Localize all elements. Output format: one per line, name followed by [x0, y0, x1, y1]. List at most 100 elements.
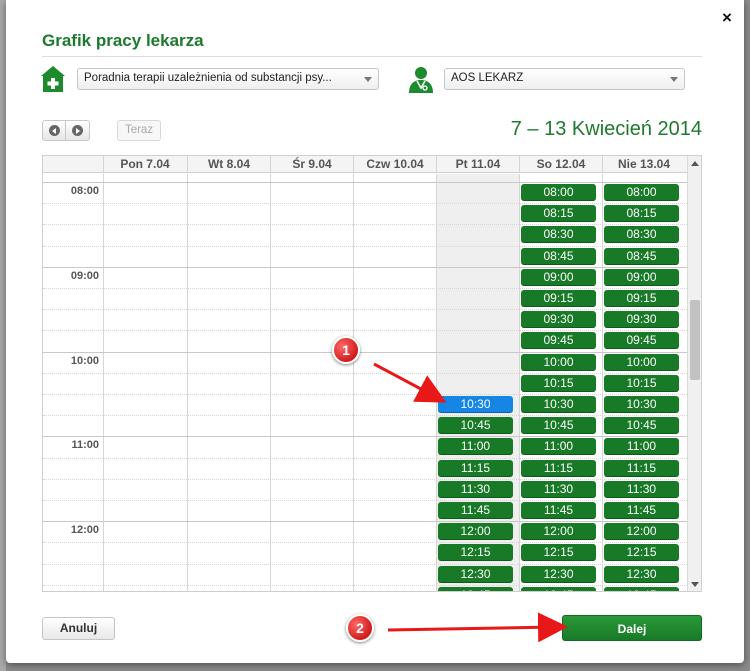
cancel-button[interactable]: Anuluj — [42, 617, 115, 640]
background-page — [0, 0, 6, 671]
time-slot[interactable]: 12:00 — [438, 523, 513, 541]
slot-divider — [43, 457, 687, 459]
hour-divider — [43, 182, 687, 183]
time-slot[interactable]: 08:30 — [521, 226, 596, 244]
time-slot[interactable]: 09:45 — [521, 332, 596, 350]
time-slot[interactable]: 11:30 — [438, 480, 513, 498]
time-slot[interactable]: 10:15 — [604, 374, 679, 392]
selected-time-slot[interactable]: 10:30 — [438, 396, 513, 413]
time-slot[interactable]: 08:30 — [604, 226, 679, 244]
time-slot[interactable]: 09:30 — [604, 311, 679, 329]
today-button[interactable]: Teraz — [117, 120, 161, 141]
time-slot[interactable]: 12:00 — [604, 523, 679, 541]
slot-divider — [43, 372, 687, 374]
slot-divider — [43, 309, 687, 311]
time-slot[interactable]: 12:45 — [521, 586, 596, 591]
arrow-1 — [373, 362, 447, 403]
time-slot[interactable]: 11:45 — [604, 502, 679, 519]
annotation-marker-2: 2 — [346, 614, 374, 642]
slot-divider — [43, 584, 687, 586]
time-slot[interactable]: 11:30 — [521, 480, 596, 498]
day-header: Czw 10.04 — [353, 156, 436, 173]
time-slot[interactable]: 09:00 — [521, 268, 596, 286]
time-slot[interactable]: 10:15 — [521, 374, 596, 392]
scrollbar-thumb[interactable] — [690, 300, 700, 380]
time-slot[interactable]: 12:45 — [604, 586, 679, 591]
time-slot[interactable]: 10:00 — [521, 353, 596, 371]
day-header: So 12.04 — [519, 156, 602, 173]
time-slot[interactable]: 09:30 — [521, 311, 596, 329]
time-slot[interactable]: 09:15 — [521, 290, 596, 307]
calendar-header: Pon 7.04 Wt 8.04 Śr 9.04 Czw 10.04 Pt 11.04 S… — [43, 156, 687, 173]
time-slot[interactable]: 12:15 — [438, 544, 513, 562]
time-slot[interactable]: 12:30 — [521, 565, 596, 583]
column-divider — [270, 174, 271, 591]
time-slot[interactable]: 09:00 — [604, 268, 679, 286]
day-header: Śr 9.04 — [270, 156, 353, 173]
time-slot[interactable]: 11:00 — [438, 438, 513, 456]
time-slot[interactable]: 12:30 — [438, 565, 513, 583]
column-divider — [353, 174, 354, 591]
previous-week-button[interactable] — [42, 120, 66, 141]
doctor-select[interactable]: AOS LEKARZ — [444, 68, 685, 90]
hour-label: 09:00 — [70, 269, 99, 282]
time-slot[interactable]: 10:45 — [521, 417, 596, 435]
close-icon[interactable]: × — [722, 8, 732, 27]
time-slot[interactable]: 11:00 — [521, 438, 596, 456]
time-slot[interactable]: 12:15 — [604, 544, 679, 562]
calendar-scrollbar[interactable] — [687, 156, 701, 591]
time-slot[interactable]: 08:45 — [604, 247, 679, 265]
clinic-select-value: Poradnia terapii uzależnienia od substan… — [84, 72, 332, 84]
time-slot[interactable]: 08:15 — [604, 205, 679, 223]
time-slot[interactable]: 11:30 — [604, 480, 679, 498]
time-slot[interactable]: 11:45 — [521, 502, 596, 519]
scroll-down-icon[interactable] — [691, 582, 699, 587]
date-range-title: 7 – 13 Kwiecień 2014 — [510, 118, 702, 140]
time-slot[interactable]: 10:45 — [438, 417, 513, 435]
time-slot[interactable]: 11:00 — [604, 438, 679, 456]
time-slot[interactable]: 11:45 — [438, 502, 513, 519]
time-slot[interactable]: 10:30 — [521, 396, 596, 413]
clinic-select[interactable]: Poradnia terapii uzależnienia od substan… — [77, 68, 379, 90]
hour-divider — [43, 266, 687, 268]
slot-divider — [43, 245, 687, 247]
time-slot[interactable]: 08:45 — [521, 247, 596, 265]
time-slot[interactable]: 08:15 — [521, 205, 596, 223]
doctor-schedule-dialog: × Grafik pracy lekarza Poradnia terapii … — [6, 0, 744, 663]
dialog-title: Grafik pracy lekarza — [42, 31, 204, 50]
column-divider — [519, 174, 520, 591]
next-button[interactable]: Dalej — [562, 615, 702, 641]
time-slot[interactable]: 12:15 — [521, 544, 596, 562]
arrow-2 — [387, 612, 568, 643]
doctor-select-value: AOS LEKARZ — [451, 72, 524, 84]
day-header: Nie 13.04 — [602, 156, 685, 173]
time-slot[interactable]: 12:45 — [438, 586, 513, 591]
scroll-up-icon[interactable] — [691, 161, 699, 166]
time-slot[interactable]: 09:15 — [604, 290, 679, 307]
next-week-button[interactable] — [66, 120, 90, 141]
week-calendar: Pon 7.04 Wt 8.04 Śr 9.04 Czw 10.04 Pt 11.04 S… — [42, 155, 702, 592]
time-slot[interactable]: 12:30 — [604, 565, 679, 583]
time-slot[interactable]: 10:30 — [604, 396, 679, 413]
slot-divider — [43, 394, 687, 395]
slot-divider — [43, 288, 687, 289]
time-slot[interactable]: 10:00 — [604, 353, 679, 371]
slot-divider — [43, 478, 687, 480]
slot-divider — [43, 415, 687, 417]
calendar-body: 08:00 09:00 10:00 11:00 12:00 10:30 10:45 11:00… — [43, 174, 687, 591]
time-slot[interactable]: 10:45 — [604, 417, 679, 435]
hour-divider — [43, 521, 687, 523]
chevron-down-icon — [670, 77, 678, 82]
time-slot[interactable]: 08:00 — [521, 184, 596, 201]
column-divider — [187, 174, 188, 591]
time-slot[interactable]: 12:00 — [521, 523, 596, 541]
time-slot[interactable]: 11:15 — [604, 459, 679, 477]
slot-divider — [43, 500, 687, 501]
time-slot[interactable]: 09:45 — [604, 332, 679, 350]
slot-divider — [43, 563, 687, 565]
time-slot[interactable]: 08:00 — [604, 184, 679, 201]
clinic-icon — [41, 66, 65, 92]
time-slot[interactable]: 11:15 — [438, 459, 513, 477]
time-slot[interactable]: 11:15 — [521, 459, 596, 477]
